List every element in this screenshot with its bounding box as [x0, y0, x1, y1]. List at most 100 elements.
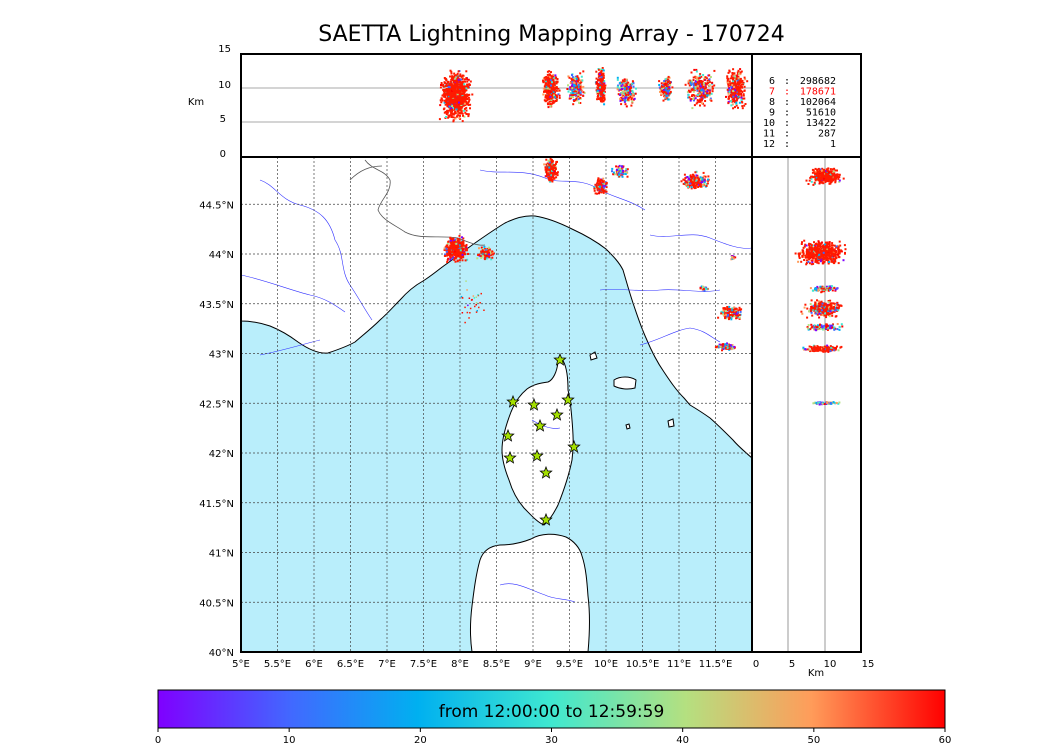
lightning-source [737, 90, 740, 93]
lightning-source [542, 81, 545, 84]
lightning-source [445, 250, 448, 253]
lightning-source [599, 179, 602, 182]
lightning-source [452, 120, 455, 123]
lightning-source [446, 109, 449, 112]
lightning-source [544, 168, 547, 171]
lightning-source [552, 171, 555, 174]
lightning-source [597, 92, 599, 95]
lightning-source [546, 166, 549, 169]
lightning-source [612, 171, 615, 174]
lightning-source [819, 168, 822, 171]
lightning-source [669, 81, 672, 84]
lightning-source [477, 294, 479, 296]
lightning-source [687, 180, 690, 182]
lightning-source [738, 101, 741, 104]
lightning-source [836, 173, 839, 176]
lightning-source [623, 83, 626, 86]
lightning-source [575, 77, 578, 80]
lightning-source [597, 182, 600, 185]
lightning-source [454, 79, 457, 82]
lightning-source [665, 87, 668, 90]
lightning-source [835, 246, 838, 249]
lightning-source [721, 311, 724, 314]
lightning-source [466, 289, 468, 291]
lightning-source [453, 250, 456, 253]
lightning-source [669, 90, 672, 93]
lightning-source [460, 93, 463, 96]
lightning-source [821, 169, 823, 172]
lightning-source [826, 176, 829, 179]
lightning-source [825, 172, 828, 175]
lightning-source [549, 163, 552, 166]
star-icon [506, 394, 520, 408]
lightning-source [700, 95, 703, 98]
lightning-source [666, 94, 669, 97]
lightning-source [830, 259, 833, 262]
lightning-source [698, 95, 701, 98]
lightning-source [596, 89, 599, 92]
lightning-source [611, 170, 613, 173]
lightning-source [597, 179, 600, 182]
lightning-source [554, 165, 557, 168]
lightning-source [696, 101, 699, 104]
lightning-source [556, 172, 559, 175]
star-icon [530, 448, 544, 462]
lightning-source [574, 86, 577, 89]
latitude-tick: 41.5°N [199, 499, 234, 510]
lightning-source [741, 80, 743, 83]
lightning-source [464, 306, 466, 309]
lightning-source [812, 176, 815, 179]
lightning-source [455, 245, 458, 248]
lightning-source [701, 97, 704, 100]
lightning-source [451, 249, 454, 252]
lightning-source [733, 98, 736, 101]
lightning-source [581, 79, 584, 82]
lightning-source [742, 81, 745, 84]
lightning-source [467, 113, 470, 116]
lightning-source [665, 95, 668, 98]
lightning-source [702, 171, 705, 174]
lightning-source [444, 246, 447, 249]
lightning-source [696, 176, 699, 179]
lightning-source [690, 88, 693, 91]
lightning-source [455, 80, 458, 83]
lightning-source [834, 181, 837, 184]
lightning-source [450, 72, 453, 75]
lightning-source [546, 162, 549, 165]
lightning-source [742, 83, 744, 86]
lightning-source [449, 95, 452, 98]
lightning-source [602, 177, 605, 180]
lightning-source [736, 95, 739, 98]
lightning-source [482, 252, 485, 255]
lightning-source [454, 77, 457, 80]
lightning-source [693, 183, 696, 186]
lightning-source [730, 87, 733, 90]
lightning-source [624, 173, 627, 175]
lightning-source [488, 253, 490, 256]
lightning-source [724, 343, 727, 346]
lightning-source [688, 180, 691, 183]
country-border [349, 165, 383, 181]
lightning-source [658, 80, 661, 83]
lightning-source [545, 89, 548, 92]
lightning-source [456, 94, 459, 97]
lightning-source [547, 83, 550, 86]
lightning-source [727, 89, 730, 92]
lightning-source [732, 309, 735, 312]
lightning-source [555, 100, 558, 102]
lightning-source [740, 99, 743, 101]
lightning-source [554, 162, 557, 165]
lightning-source [686, 91, 689, 94]
lightning-source [468, 297, 471, 299]
lightning-source [480, 251, 483, 254]
lightning-source [457, 114, 460, 117]
lightning-source [731, 103, 734, 106]
lightning-source [450, 88, 453, 91]
lightning-source [552, 90, 555, 93]
lightning-source [449, 100, 452, 103]
lightning-source [663, 85, 666, 88]
lightning-source [569, 82, 572, 85]
lightning-source [463, 86, 465, 89]
lightning-source [687, 177, 690, 180]
lightning-source [461, 259, 464, 262]
